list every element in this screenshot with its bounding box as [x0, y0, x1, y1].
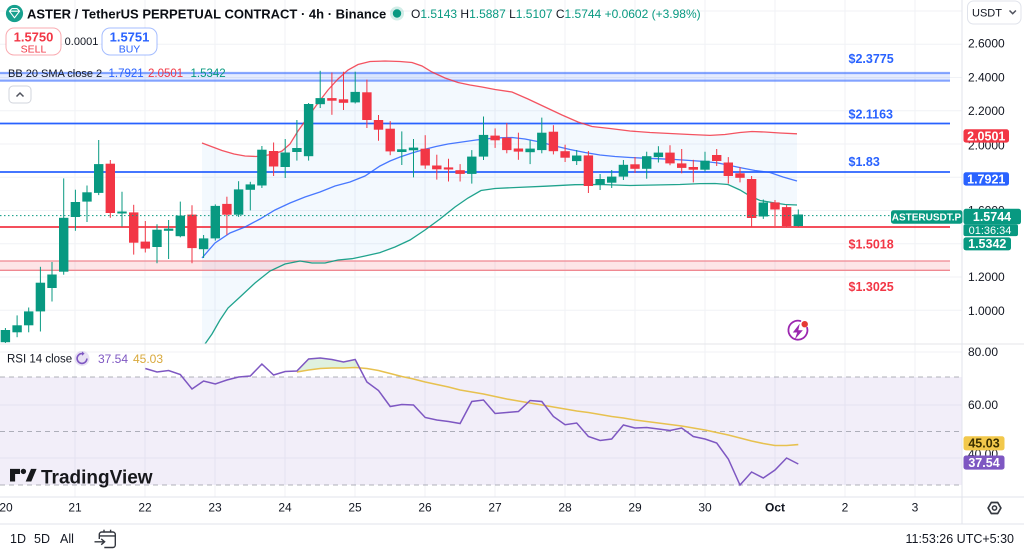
svg-text:3: 3: [912, 501, 919, 515]
svg-text:ASTER / TetherUS PERPETUAL CON: ASTER / TetherUS PERPETUAL CONTRACT · 4h…: [27, 6, 386, 21]
svg-text:RSI 14 close: RSI 14 close: [7, 354, 72, 366]
svg-text:2.0501: 2.0501: [967, 129, 1005, 143]
svg-text:$2.1163: $2.1163: [849, 108, 894, 122]
svg-text:$1.5018: $1.5018: [849, 238, 894, 252]
svg-text:37.54: 37.54: [968, 456, 999, 470]
svg-text:BUY: BUY: [119, 44, 141, 56]
svg-text:2.4000: 2.4000: [968, 71, 1005, 85]
svg-text:USDT: USDT: [972, 8, 1002, 20]
svg-text:1D: 1D: [10, 532, 26, 546]
svg-text:2.0501: 2.0501: [148, 68, 183, 80]
svg-text:2.6000: 2.6000: [968, 37, 1005, 51]
svg-text:$1.83: $1.83: [849, 155, 880, 169]
svg-text:45.03: 45.03: [133, 352, 163, 366]
svg-text:2.2000: 2.2000: [968, 104, 1005, 118]
svg-text:27: 27: [488, 501, 502, 515]
svg-text:All: All: [60, 532, 74, 546]
svg-text:1.5342: 1.5342: [191, 68, 226, 80]
svg-text:01:36:34: 01:36:34: [969, 225, 1012, 237]
svg-text:22: 22: [138, 501, 152, 515]
svg-text:60.00: 60.00: [968, 398, 998, 412]
svg-text:30: 30: [698, 501, 712, 515]
svg-text:1.5744: 1.5744: [973, 210, 1011, 224]
svg-text:20: 20: [0, 501, 13, 515]
svg-text:1.5751: 1.5751: [110, 30, 150, 45]
svg-text:11:53:26 UTC+5:30: 11:53:26 UTC+5:30: [905, 532, 1014, 546]
svg-text:26: 26: [418, 501, 432, 515]
svg-text:24: 24: [278, 501, 292, 515]
svg-text:21: 21: [68, 501, 82, 515]
svg-text:1.0000: 1.0000: [968, 304, 1005, 318]
svg-text:SELL: SELL: [21, 44, 47, 56]
svg-text:25: 25: [348, 501, 362, 515]
svg-text:$2.3775: $2.3775: [849, 52, 894, 66]
svg-text:0.0001: 0.0001: [65, 36, 99, 48]
svg-text:2: 2: [842, 501, 849, 515]
svg-text:1.5342: 1.5342: [968, 237, 1006, 251]
svg-text:ASTERUSDT.P: ASTERUSDT.P: [892, 213, 962, 224]
svg-text:TradingView: TradingView: [41, 468, 153, 489]
svg-text:BB 20 SMA close 2: BB 20 SMA close 2: [8, 68, 102, 80]
svg-text:Oct: Oct: [765, 501, 785, 515]
svg-text:37.54: 37.54: [98, 352, 128, 366]
svg-text:1.2000: 1.2000: [968, 270, 1005, 284]
svg-text:$1.3025: $1.3025: [849, 280, 894, 294]
svg-text:45.03: 45.03: [968, 437, 999, 451]
svg-text:28: 28: [558, 501, 572, 515]
svg-text:5D: 5D: [34, 532, 50, 546]
svg-text:23: 23: [208, 501, 222, 515]
svg-text:1.7921: 1.7921: [109, 68, 144, 80]
svg-text:1.5750: 1.5750: [14, 30, 54, 45]
svg-text:80.00: 80.00: [968, 345, 998, 359]
svg-text:1.7921: 1.7921: [967, 172, 1005, 186]
svg-text:29: 29: [628, 501, 642, 515]
svg-text:O1.5143 H1.5887 L1.5107 C1.574: O1.5143 H1.5887 L1.5107 C1.5744 +0.0602 …: [411, 7, 701, 21]
